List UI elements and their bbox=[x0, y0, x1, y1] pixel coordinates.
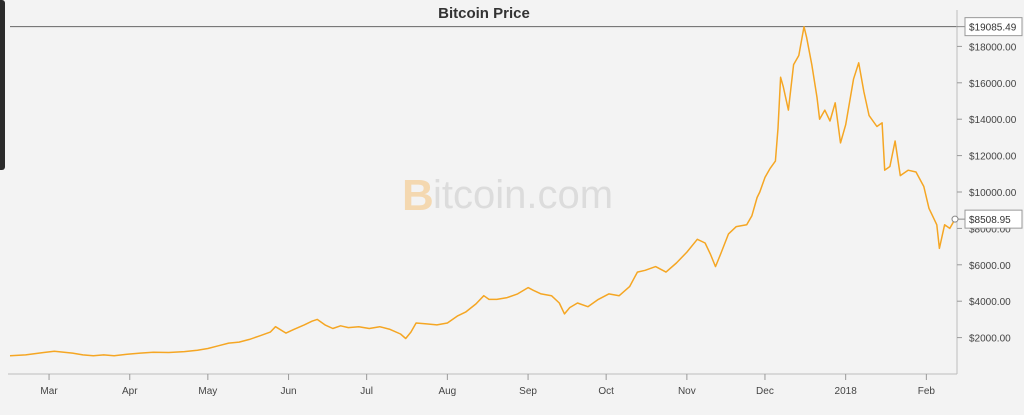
x-tick-label-8: Nov bbox=[678, 386, 696, 397]
y-tick-label-5: $12000.00 bbox=[969, 152, 1017, 163]
y-tick-label-4: $10000.00 bbox=[969, 188, 1017, 199]
price-series-line bbox=[9, 25, 956, 357]
x-tick-label-9: Dec bbox=[756, 386, 774, 397]
x-tick-label-1: Apr bbox=[122, 386, 138, 397]
x-tick-label-10: 2018 bbox=[835, 386, 858, 397]
watermark-bitcoin-logo: B bbox=[402, 171, 434, 220]
last-price-callout-box bbox=[964, 209, 1023, 229]
y-tick-label-1: $4000.00 bbox=[969, 297, 1011, 308]
x-tick-label-5: Aug bbox=[438, 386, 456, 397]
x-tick-label-6: Sep bbox=[519, 386, 537, 397]
y-tick-label-2: $6000.00 bbox=[969, 261, 1011, 272]
x-tick-label-7: Oct bbox=[598, 386, 614, 397]
x-tick-label-0: Mar bbox=[40, 386, 58, 397]
x-tick-label-2: May bbox=[198, 386, 217, 397]
chart-title: Bitcoin Price bbox=[438, 5, 530, 22]
y-tick-label-8: $18000.00 bbox=[969, 42, 1017, 53]
watermark: B itcoin.com bbox=[402, 171, 613, 220]
x-tick-label-4: Jul bbox=[360, 386, 373, 397]
x-axis-ticks: Mar Apr May Jun Jul Aug Sep Oct Nov Dec 2018 Feb bbox=[40, 374, 935, 397]
max-price-callout-label: $19085.49 bbox=[969, 23, 1017, 34]
last-price-callout-label: $8508.95 bbox=[969, 215, 1011, 226]
y-tick-label-3: $8000.00 bbox=[969, 224, 1011, 235]
y-tick-label-7: $16000.00 bbox=[969, 79, 1017, 90]
y-tick-label-6: $14000.00 bbox=[969, 115, 1017, 126]
max-price-callout-box bbox=[964, 17, 1023, 37]
y-tick-label-0: $2000.00 bbox=[969, 334, 1011, 345]
y-axis-ticks: $2000.00 $4000.00 $6000.00 $8000.00 $10000.0… bbox=[957, 42, 1017, 345]
x-tick-label-11: Feb bbox=[918, 386, 936, 397]
side-panel-tab[interactable] bbox=[0, 0, 5, 170]
price-callouts: $19085.49 $8508.95 bbox=[957, 17, 1023, 229]
x-tick-label-3: Jun bbox=[280, 386, 296, 397]
watermark-text: itcoin.com bbox=[433, 173, 613, 217]
last-price-marker[interactable] bbox=[951, 215, 959, 223]
